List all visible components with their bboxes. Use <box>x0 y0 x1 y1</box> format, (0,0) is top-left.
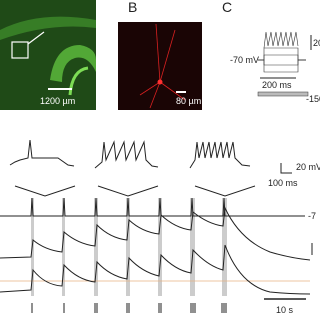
panel-label: B <box>128 0 137 15</box>
scale-label: 80 µm <box>176 96 201 106</box>
trace <box>0 197 305 217</box>
panel-a: 1200 µm <box>0 0 96 110</box>
rest-label: -7 <box>308 211 316 221</box>
panel-c: C 20 -70 mV 200 ms -150 <box>222 0 320 104</box>
current-label: -150 <box>306 94 320 104</box>
inset-amp: 20 mV <box>296 162 320 172</box>
amp-label: 20 <box>313 38 320 48</box>
trace <box>0 206 311 261</box>
rest-label: -70 mV <box>230 55 259 65</box>
scale-label: 1200 µm <box>40 96 75 106</box>
insets <box>9 139 292 197</box>
time-scale: 10 s <box>276 305 294 315</box>
red-image <box>118 22 202 110</box>
inset-time: 100 ms <box>268 178 298 188</box>
time-label: 200 ms <box>262 80 292 90</box>
trace <box>0 244 311 295</box>
panel-b: B 80 µm <box>118 0 202 110</box>
stim-ticks <box>31 303 227 313</box>
panel-label: C <box>222 0 232 15</box>
